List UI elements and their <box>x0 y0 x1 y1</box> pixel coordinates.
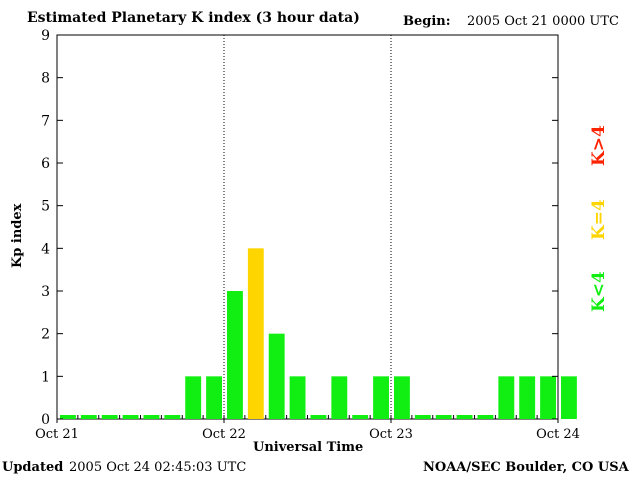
y-tick-label: 3 <box>41 284 50 300</box>
kp-bar <box>477 415 494 419</box>
kp-bar <box>414 415 431 419</box>
y-tick-label: 9 <box>41 28 50 44</box>
y-tick-label: 0 <box>41 412 50 428</box>
kp-bar <box>289 376 306 419</box>
plot-frame <box>56 34 559 420</box>
y-tick-label: 5 <box>41 199 50 215</box>
x-tick-label: Oct 21 <box>35 427 79 442</box>
y-tick-label: 8 <box>41 71 50 87</box>
kp-bar <box>435 415 452 419</box>
credit-text: NOAA/SEC Boulder, CO USA <box>423 460 629 475</box>
x-tick-label: Oct 22 <box>202 427 246 442</box>
legend-above-4: K>4 <box>589 125 609 166</box>
x-axis-label: Universal Time <box>253 440 364 455</box>
kp-bar <box>373 376 389 419</box>
x-tick-label: Oct 24 <box>536 427 580 442</box>
y-axis-label: Kp index <box>10 203 25 268</box>
kp-bar <box>143 415 160 419</box>
y-tick-label: 2 <box>41 327 50 343</box>
y-tick-label: 7 <box>41 113 50 129</box>
y-tick-label: 4 <box>41 241 50 257</box>
chart-title: Estimated Planetary K index (3 hour data… <box>27 10 360 26</box>
kp-bar <box>101 415 118 419</box>
kp-bar <box>540 376 556 419</box>
kp-bar <box>268 333 285 419</box>
kp-bar <box>227 291 243 419</box>
y-tick-label: 1 <box>41 369 50 385</box>
kp-bar <box>185 376 202 419</box>
kp-bar <box>519 376 536 419</box>
kp-bar <box>394 376 410 419</box>
kp-bar <box>247 248 264 419</box>
kp-bar <box>352 415 369 419</box>
kp-bar <box>60 415 76 419</box>
kp-bar <box>456 415 473 419</box>
kp-bar <box>164 415 181 419</box>
begin-label: Begin: <box>403 14 451 29</box>
updated-label: Updated <box>2 460 64 475</box>
begin-value: 2005 Oct 21 0000 UTC <box>467 14 619 29</box>
x-tick-label: Oct 23 <box>369 427 413 442</box>
kp-bar <box>206 376 222 419</box>
updated-value: 2005 Oct 24 02:45:03 UTC <box>69 460 247 475</box>
kp-bar <box>310 415 327 419</box>
kp-bar <box>561 376 577 419</box>
kp-bar <box>498 376 515 419</box>
kp-bar <box>80 415 97 419</box>
legend-equal-4: K=4 <box>589 199 609 240</box>
legend-below-4: K<4 <box>589 271 609 312</box>
kp-bar <box>122 415 139 419</box>
y-tick-label: 6 <box>41 156 50 172</box>
kp-bar <box>331 376 348 419</box>
